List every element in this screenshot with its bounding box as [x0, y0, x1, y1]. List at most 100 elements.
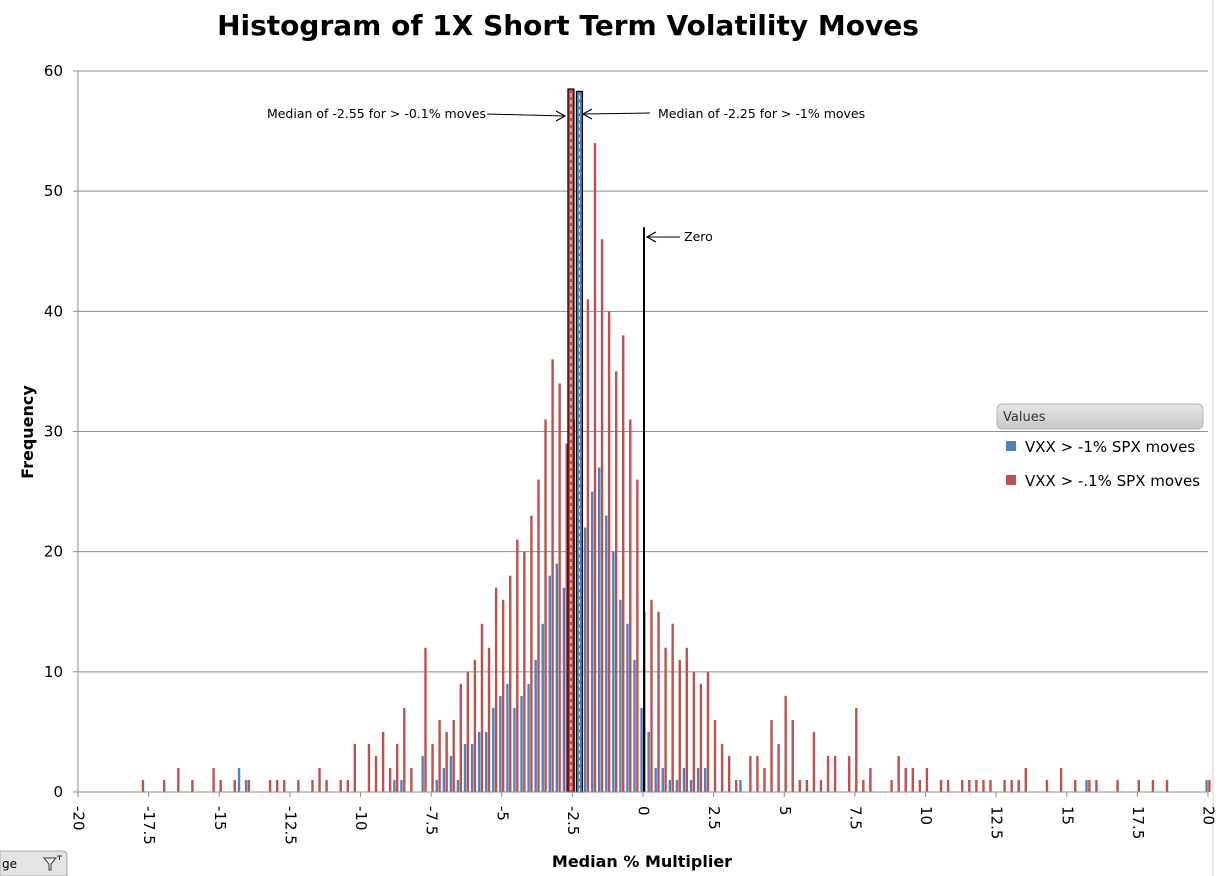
bar-blue	[527, 683, 530, 792]
bar-red	[346, 779, 349, 792]
x-tick-label: -20	[70, 806, 88, 831]
bar-red	[487, 647, 491, 792]
bar-red	[989, 779, 992, 792]
bar-red	[325, 779, 328, 792]
legend-swatch-red	[1006, 475, 1016, 485]
bar-red	[459, 683, 462, 792]
bar-blue	[435, 779, 438, 792]
x-tick-label: 0	[635, 806, 653, 816]
bar-red	[1095, 779, 1098, 792]
bar-red	[706, 671, 710, 792]
bar-red	[1003, 779, 1006, 792]
bar-blue	[633, 659, 636, 792]
bar-red	[918, 779, 922, 792]
bar-red	[353, 743, 357, 792]
y-tick-label: 0	[53, 783, 63, 801]
bar-red	[466, 671, 470, 792]
bar-red	[848, 755, 851, 792]
legend-label-red: VXX > -.1% SPX moves	[1025, 472, 1200, 490]
bar-blue	[612, 551, 615, 792]
bar-red	[247, 779, 251, 792]
bar-red	[530, 515, 533, 792]
y-tick-label: 50	[44, 182, 63, 200]
bar-blue	[689, 779, 693, 792]
bar-red	[1059, 767, 1063, 792]
x-tick-label: 2.5	[705, 806, 723, 830]
bar-red	[1045, 779, 1049, 792]
median-blue-annotation: Median of -2.25 for > -1% moves	[658, 106, 865, 121]
bar-blue	[492, 707, 495, 792]
x-tick-label: -2.5	[564, 806, 582, 835]
x-tick-labels: -20 -17.5 -15 -12.5 -10 -7.5 -5 -2.5 0 2.5 5 7.5 10 1…	[70, 806, 1218, 845]
bar-red	[946, 779, 950, 792]
bar-red	[558, 383, 561, 792]
bar-red	[664, 647, 667, 792]
filter-icon[interactable]	[42, 855, 62, 871]
bar-red	[911, 767, 914, 792]
x-tick-label: 10	[917, 806, 935, 825]
bar-blue	[421, 755, 424, 792]
y-tick-label: 60	[44, 62, 63, 80]
bar-blue	[555, 563, 559, 792]
bar-blue	[696, 767, 700, 792]
bar-blue	[520, 695, 523, 792]
legend-swatch-blue	[1006, 441, 1016, 451]
bar-blue	[598, 467, 601, 792]
bar-red	[388, 767, 392, 792]
median-red-arrow	[486, 113, 565, 117]
median-blue-arrow	[582, 112, 651, 115]
x-tick-label: -10	[352, 806, 370, 831]
bar-red	[812, 731, 816, 792]
zero-arrowhead	[645, 231, 657, 243]
bar-blue	[1085, 779, 1088, 792]
x-tick-label: 5	[776, 806, 794, 816]
y-tick-label: 40	[44, 302, 63, 320]
bar-red	[480, 623, 484, 792]
bar-red	[777, 743, 780, 792]
bar-red	[735, 779, 738, 792]
bar-red	[819, 779, 823, 792]
bar-red	[629, 419, 632, 792]
bar-red	[424, 647, 427, 792]
bar-red	[607, 311, 611, 792]
bar-blue	[647, 731, 650, 792]
bar-red	[925, 767, 929, 792]
bar-red	[756, 755, 759, 792]
bar-red	[311, 779, 314, 792]
bar-blue	[456, 779, 460, 792]
bar-blue	[640, 707, 643, 792]
x-tick-label: -7.5	[423, 806, 441, 835]
x-axis-title: Median % Multiplier	[552, 852, 732, 871]
bar-blue	[541, 623, 544, 792]
bar-red	[671, 623, 674, 792]
bar-red	[1088, 779, 1091, 792]
bar-blue	[393, 779, 396, 792]
bar-blue	[739, 779, 742, 792]
bar-red	[961, 779, 964, 792]
legend-header[interactable]	[996, 403, 1204, 430]
bar-red	[833, 755, 837, 792]
field-filter-tab[interactable]: ge	[0, 850, 68, 876]
bar-red	[862, 779, 865, 792]
bar-red	[805, 779, 809, 792]
bar-red	[410, 767, 413, 792]
bar-red	[622, 335, 625, 792]
bar-red	[339, 779, 342, 792]
bar-red	[692, 671, 696, 792]
median-red-annotation: Median of -2.55 for > -0.1% moves	[267, 106, 486, 121]
bar-blue	[626, 623, 629, 792]
bar-red	[939, 779, 943, 792]
bar-blue	[237, 767, 241, 792]
bar-red	[593, 143, 597, 793]
bar-red	[657, 611, 660, 792]
bar-blue	[548, 575, 551, 792]
bar-red	[452, 719, 455, 792]
bar-blue	[675, 779, 679, 792]
y-tick-label: 20	[44, 543, 63, 561]
bar-red	[784, 695, 787, 792]
bar-red	[1010, 779, 1013, 792]
bar-red	[727, 755, 731, 792]
bar-blue	[1205, 779, 1208, 792]
bar-blue	[682, 767, 686, 792]
bar-red	[869, 767, 872, 792]
